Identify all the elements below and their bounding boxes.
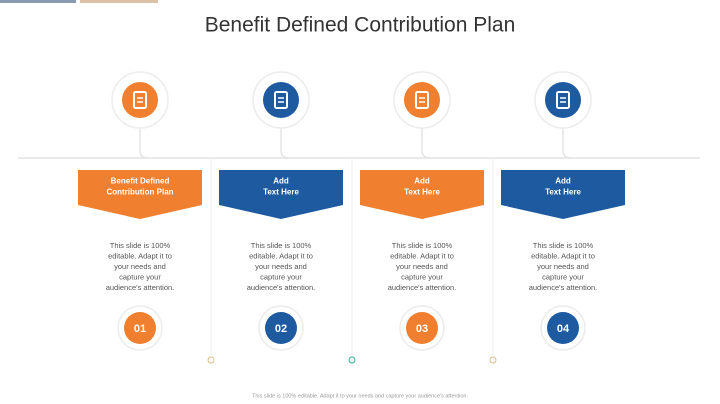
banner (219, 170, 343, 219)
body-text: This slide is 100% (251, 241, 312, 250)
body-text: your needs and (114, 262, 166, 271)
icon-circle (545, 82, 581, 118)
body-text: capture your (260, 272, 302, 281)
number: 02 (275, 323, 287, 335)
connector (280, 149, 290, 159)
body-text: capture your (119, 272, 161, 281)
body-text: audience's attention. (529, 283, 598, 292)
body-text: your needs and (255, 262, 307, 271)
body-text: editable. Adapt it to (108, 251, 172, 260)
title: Benefit Defined Contribution Plan (205, 14, 516, 37)
body-text: capture your (542, 272, 584, 281)
connector (562, 149, 572, 159)
divider-dot (489, 356, 497, 364)
banner-label: Text Here (404, 188, 440, 197)
number: 03 (416, 323, 428, 335)
divider-dot (207, 356, 215, 364)
body-text: This slide is 100% (533, 241, 594, 250)
banner-label: Text Here (545, 188, 581, 197)
icon (556, 91, 570, 109)
banner-label: Add (273, 177, 289, 186)
body-text: audience's attention. (247, 283, 316, 292)
divider-dot (348, 356, 356, 364)
banner-label: Benefit Defined (111, 177, 170, 186)
body-text: your needs and (537, 262, 589, 271)
body-text: your needs and (396, 262, 448, 271)
body-text: This slide is 100% (392, 241, 453, 250)
icon-circle (122, 82, 158, 118)
banner-label: Contribution Plan (106, 188, 173, 197)
body-text: capture your (401, 272, 443, 281)
number-circle (547, 312, 579, 344)
body-text: audience's attention. (106, 283, 175, 292)
banner-label: Text Here (263, 188, 299, 197)
banner (78, 170, 202, 219)
number-circle (265, 312, 297, 344)
connector (139, 149, 149, 159)
banner-label: Add (414, 177, 430, 186)
icon (133, 91, 147, 109)
icon (274, 91, 288, 109)
body-text: This slide is 100% (110, 241, 171, 250)
number: 01 (134, 323, 146, 335)
decor-bar (80, 0, 158, 3)
number-circle (406, 312, 438, 344)
body-text: editable. Adapt it to (531, 251, 595, 260)
decor-bar (0, 0, 76, 3)
body-text: editable. Adapt it to (249, 251, 313, 260)
connector (421, 149, 431, 159)
banner (501, 170, 625, 219)
number-circle (124, 312, 156, 344)
icon-circle (263, 82, 299, 118)
banner (360, 170, 484, 219)
footer: This slide is 100% editable. Adapt it to… (252, 393, 468, 399)
body-text: editable. Adapt it to (390, 251, 454, 260)
icon (415, 91, 429, 109)
number: 04 (557, 323, 570, 335)
banner-label: Add (555, 177, 571, 186)
body-text: audience's attention. (388, 283, 457, 292)
icon-circle (404, 82, 440, 118)
